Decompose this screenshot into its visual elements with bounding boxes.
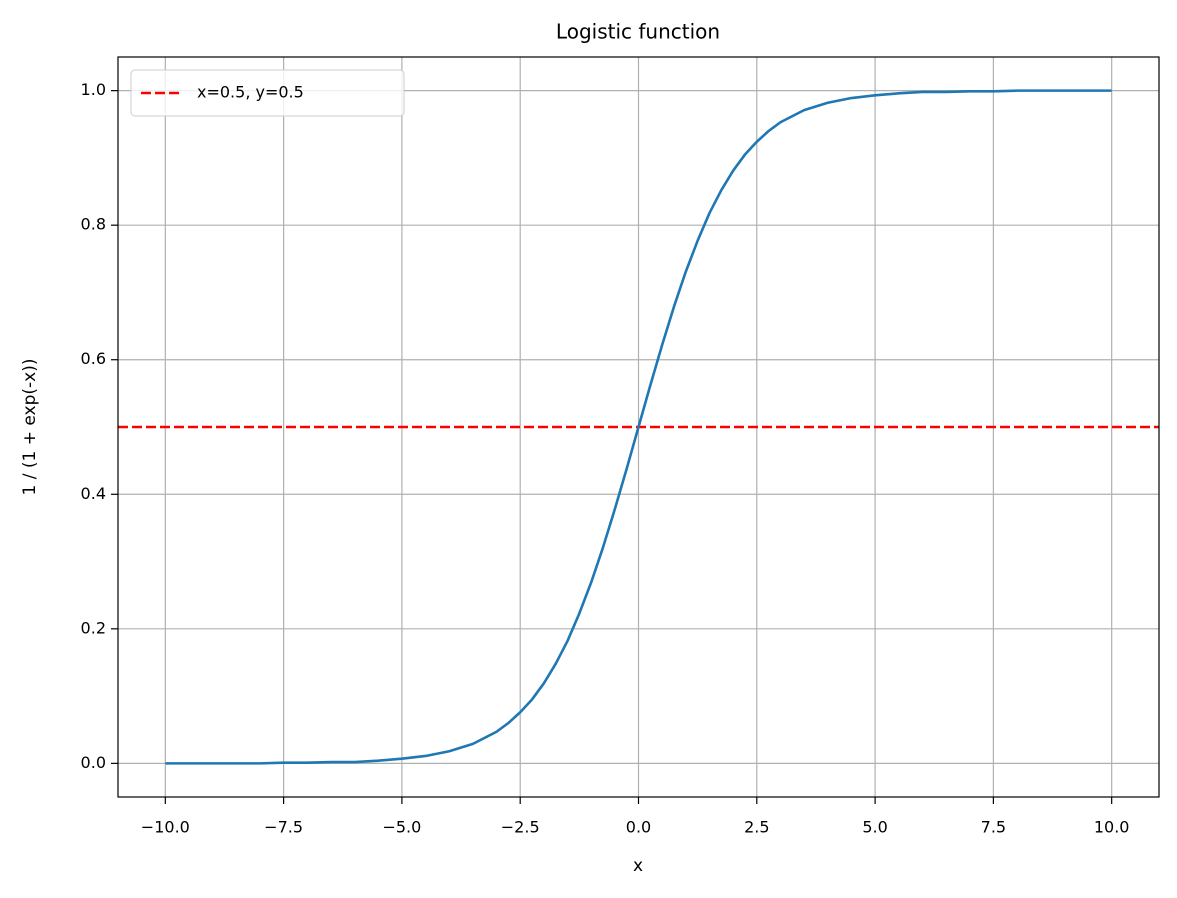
y-tick-label: 0.8 (81, 215, 106, 234)
x-tick-label: −7.5 (264, 818, 303, 837)
axes-frame (117, 56, 1160, 798)
x-tick-label: 10.0 (1094, 818, 1130, 837)
x-axis-label: x (633, 856, 643, 876)
y-tick-label: 0.0 (81, 753, 106, 772)
y-tick-label: 0.6 (81, 349, 106, 368)
x-tick-label: 0.0 (626, 818, 651, 837)
y-tick-label: 0.2 (81, 618, 106, 637)
line (165, 89, 1112, 765)
legend-label: x=0.5, y=0.5 (197, 83, 304, 102)
x-tick-label: −2.5 (501, 818, 540, 837)
legend-box (130, 69, 405, 117)
y-tick-label: 0.4 (81, 484, 106, 503)
x-tick-label: 5.0 (862, 818, 887, 837)
x-tick-label: −10.0 (141, 818, 190, 837)
x-tick-label: 7.5 (981, 818, 1006, 837)
y-tick-label: 1.0 (81, 80, 106, 99)
y-axis-label: 1 / (1 + exp(-x)) (20, 359, 40, 496)
x-tick-label: 2.5 (744, 818, 769, 837)
chart-title: Logistic function (556, 20, 720, 44)
x-tick-label: −5.0 (382, 818, 421, 837)
